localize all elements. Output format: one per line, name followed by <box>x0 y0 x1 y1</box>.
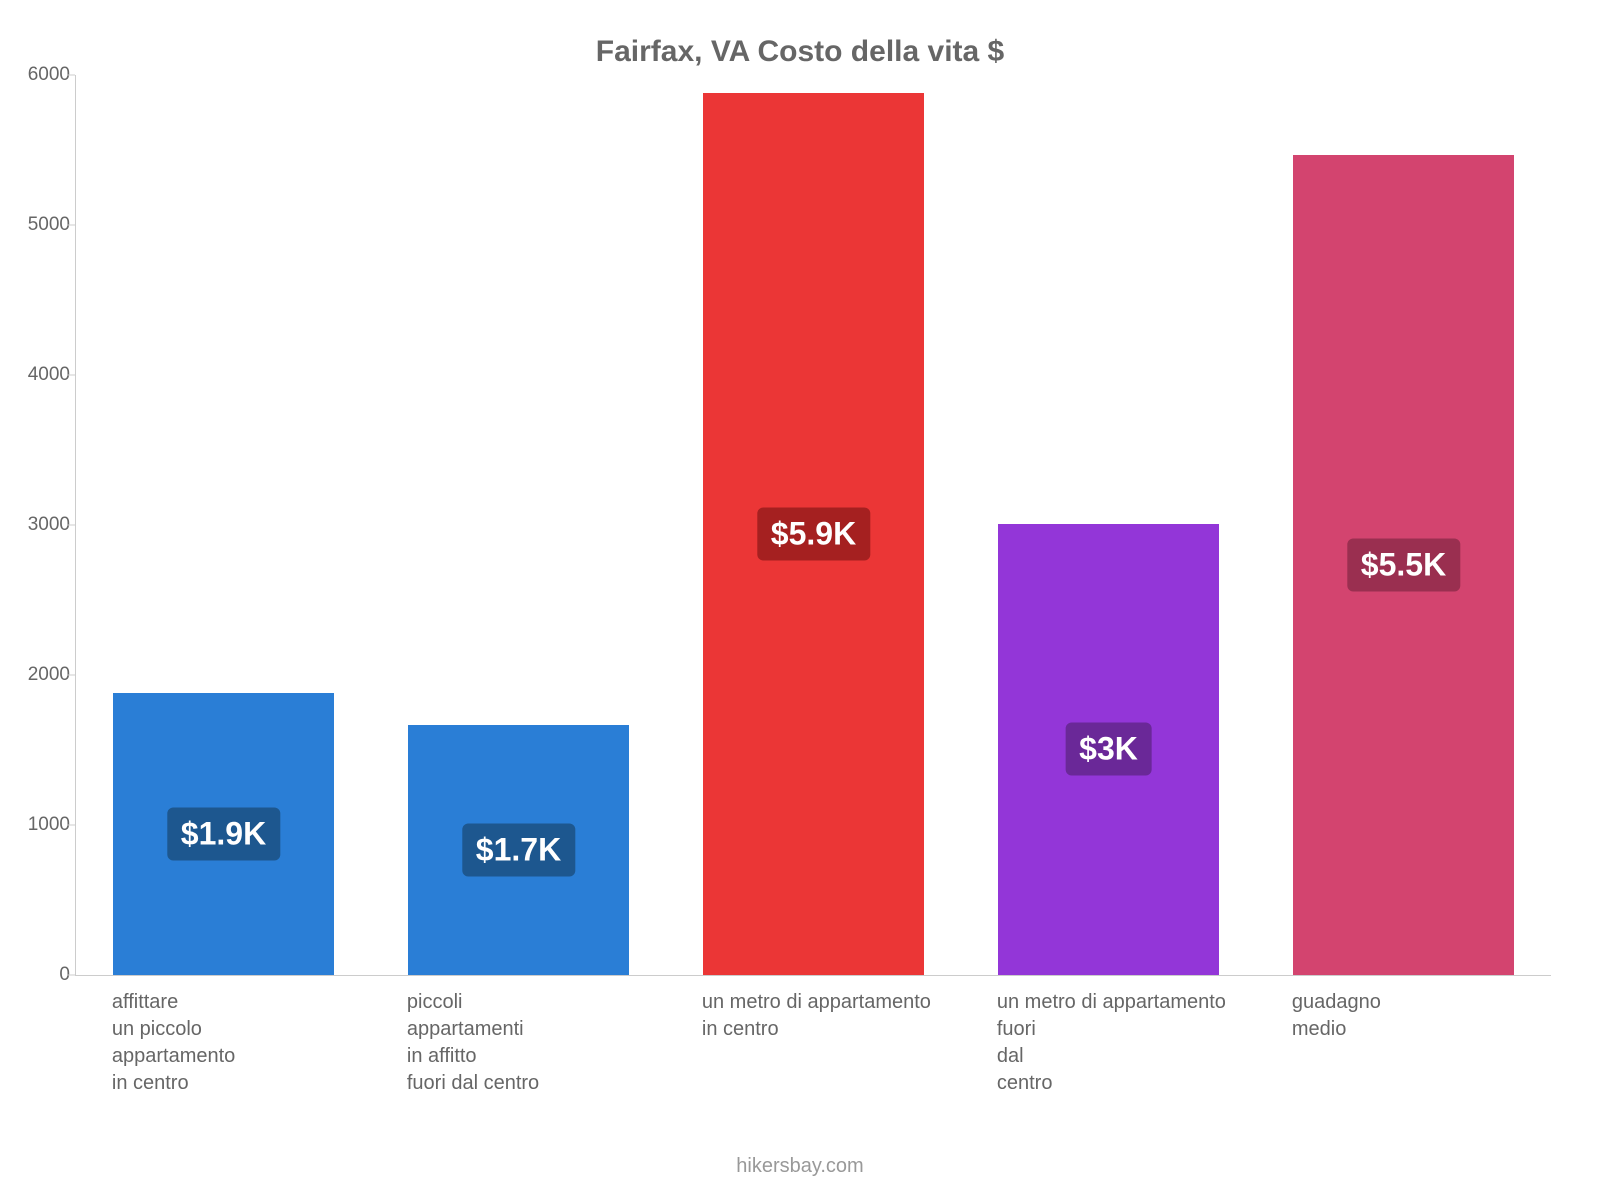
y-tick-mark <box>67 75 75 76</box>
x-tick-label: piccoli appartamenti in affitto fuori da… <box>407 989 539 1097</box>
bar-value-label: $5.5K <box>1347 538 1460 591</box>
bar-value-label: $3K <box>1065 723 1152 776</box>
y-tick-mark <box>67 825 75 826</box>
y-tick-mark <box>67 675 75 676</box>
y-tick-label: 1000 <box>0 814 70 836</box>
y-tick-label: 4000 <box>0 364 70 386</box>
y-tick-mark <box>67 525 75 526</box>
x-tick-label: affittare un piccolo appartamento in cen… <box>112 989 235 1097</box>
x-tick-label: guadagno medio <box>1292 989 1381 1043</box>
y-tick-label: 5000 <box>0 214 70 236</box>
y-tick-mark <box>67 225 75 226</box>
plot-area: $1.9K $1.7K $5.9K $3K $5.5K <box>75 75 1551 976</box>
bar-value-label: $1.7K <box>462 823 575 876</box>
y-tick-mark <box>67 375 75 376</box>
bar-value-label: $5.9K <box>757 508 870 561</box>
chart-title: Fairfax, VA Costo della vita $ <box>0 35 1600 69</box>
y-tick-mark <box>67 975 75 976</box>
bar-value-label: $1.9K <box>167 808 280 861</box>
y-tick-label: 0 <box>0 964 70 986</box>
chart-container: Fairfax, VA Costo della vita $ $1.9K $1.7… <box>0 0 1600 1200</box>
y-tick-label: 2000 <box>0 664 70 686</box>
x-tick-label: un metro di appartamento in centro <box>702 989 931 1043</box>
attribution-text: hikersbay.com <box>0 1155 1600 1178</box>
y-tick-label: 6000 <box>0 64 70 86</box>
x-tick-label: un metro di appartamento fuori dal centr… <box>997 989 1226 1097</box>
y-tick-label: 3000 <box>0 514 70 536</box>
